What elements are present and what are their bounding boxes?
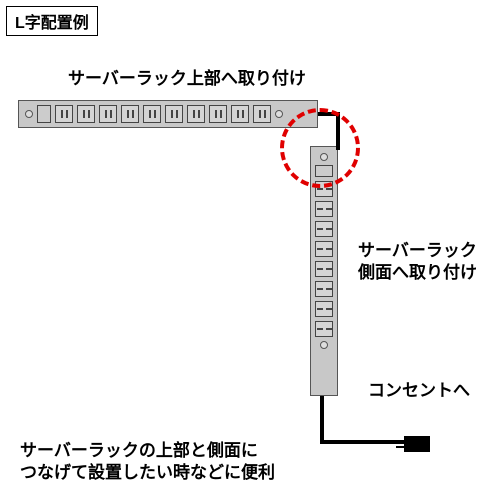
outlet-icon [165, 105, 183, 123]
outlet-icon [187, 105, 205, 123]
outlet-icon [315, 321, 333, 337]
outlet-icon [231, 105, 249, 123]
switch-icon [37, 105, 51, 123]
outlet-icon [315, 201, 333, 217]
label-top-mount: サーバーラック上部へ取り付け [68, 68, 306, 90]
power-strip-horizontal [18, 100, 318, 128]
title-box: L字配置例 [6, 6, 98, 36]
outlet-icon [315, 241, 333, 257]
mount-hole-icon [275, 110, 283, 118]
outlet-icon [99, 105, 117, 123]
outlet-icon [77, 105, 95, 123]
label-side-mount: サーバーラック 側面へ取り付け [358, 240, 477, 284]
mount-hole-icon [320, 341, 328, 349]
outlet-icon [121, 105, 139, 123]
outlet-icon [209, 105, 227, 123]
cable-segment [320, 440, 406, 444]
outlet-icon [315, 221, 333, 237]
label-outlet: コンセントへ [368, 380, 470, 402]
title-text: L字配置例 [15, 15, 89, 32]
outlet-icon [315, 281, 333, 297]
outlet-icon [143, 105, 161, 123]
plug-icon [404, 436, 430, 452]
outlet-icon [55, 105, 73, 123]
highlight-circle-icon [280, 108, 360, 188]
outlet-icon [253, 105, 271, 123]
mount-hole-icon [25, 110, 33, 118]
outlet-icon [315, 261, 333, 277]
outlet-icon [315, 301, 333, 317]
cable-segment [320, 396, 324, 444]
label-caption: サーバーラックの上部と側面に つなげて設置したい時などに便利 [20, 440, 275, 484]
